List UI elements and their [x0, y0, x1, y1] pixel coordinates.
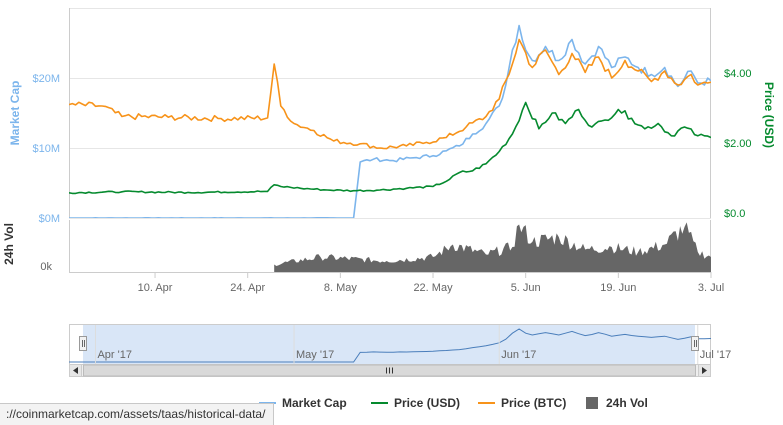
scroll-right-button[interactable]: [698, 364, 711, 377]
legend-item-price-usd[interactable]: Price (USD): [371, 396, 460, 410]
x-tick-label: 3. Jul: [698, 282, 724, 294]
plot-vertical-borders: [69, 8, 711, 218]
x-tick-label: 8. May: [324, 282, 358, 294]
series-area-24h-vol: [274, 222, 711, 272]
legend-item-24h-vol[interactable]: 24h Vol: [586, 396, 648, 410]
right-tick-0: $0.0: [724, 208, 745, 220]
left-tick-1: $10M: [32, 143, 60, 155]
x-tick-label: 5. Jun: [511, 282, 541, 294]
navigator-tick-label: Apr '17: [97, 349, 132, 361]
chevron-right-icon: [702, 367, 707, 374]
scroll-left-button[interactable]: [69, 364, 82, 377]
series-line-market-cap: [69, 24, 711, 218]
legend-label: Price (BTC): [501, 396, 566, 410]
navigator-tick-label: Jun '17: [501, 349, 536, 361]
series-line-price-btc-: [69, 38, 711, 150]
x-tick-label: 19. Jun: [600, 282, 636, 294]
navigator-right-handle[interactable]: [691, 336, 699, 351]
scrollbar-grip-icon: [386, 367, 393, 374]
volume-layer: [274, 222, 711, 272]
left-tick-0: $0M: [39, 213, 60, 225]
legend-label: 24h Vol: [606, 396, 648, 410]
x-tick-label: 24. Apr: [230, 282, 265, 294]
navigator-series: [69, 328, 712, 363]
legend-label: Price (USD): [394, 396, 460, 410]
right-tick-1: $2.00: [724, 138, 752, 150]
gridlines: [69, 8, 711, 219]
navigator-left-handle[interactable]: [79, 336, 87, 351]
scrollbar[interactable]: [69, 364, 711, 377]
browser-status-url: ://coinmarketcap.com/assets/taas/histori…: [0, 403, 275, 425]
volume-axis-label: 24h Vol: [2, 223, 16, 265]
x-tick-label: 22. May: [413, 282, 453, 294]
navigator-tick-label: May '17: [296, 349, 334, 361]
x-tick-label: 10. Apr: [138, 282, 173, 294]
navigator[interactable]: Apr '17 May '17 Jun '17 Jul '17: [69, 324, 731, 365]
navigator-tick-label: Jul '17: [700, 349, 731, 361]
volume-tick-0: 0k: [40, 261, 52, 273]
series-line-price-usd-: [69, 101, 711, 195]
right-tick-2: $4.00: [724, 68, 752, 80]
legend-label: Market Cap: [282, 396, 347, 410]
navigator-selection[interactable]: [83, 325, 695, 364]
navigator-line: [69, 328, 712, 363]
left-tick-2: $20M: [32, 73, 60, 85]
legend-item-price-btc[interactable]: Price (BTC): [478, 396, 566, 410]
left-axis-label: Market Cap: [8, 81, 22, 146]
navigator-ticks: Apr '17 May '17 Jun '17 Jul '17: [94, 325, 731, 364]
chevron-left-icon: [73, 367, 78, 374]
x-axis: 10. Apr 24. Apr 8. May 22. May 5. Jun 19. Jun…: [138, 272, 724, 294]
series-layer: [69, 24, 711, 218]
legend: Market Cap Price (USD) Price (BTC) 24h V…: [259, 396, 648, 410]
right-axis-label: Price (USD): [762, 82, 776, 148]
